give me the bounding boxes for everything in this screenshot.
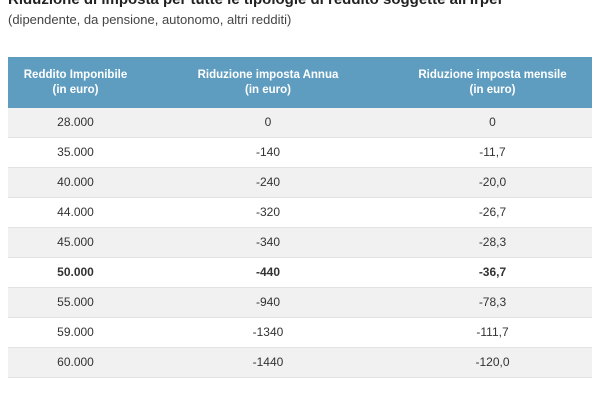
table-cell: 55.000 xyxy=(57,295,94,309)
header-text: (in euro) xyxy=(469,83,516,96)
header-cell: Reddito Imponibile (in euro) xyxy=(8,57,143,108)
title: Riduzione di imposta per tutte le tipolo… xyxy=(8,0,502,8)
table-cell: 0 xyxy=(489,115,496,129)
table-cell: 40.000 xyxy=(57,175,94,189)
table-body: 28.000 0 0 35.000 -140 -11,7 40.000 -240 -20,0 44… xyxy=(8,108,592,378)
header-text: (in euro) xyxy=(52,83,99,96)
table-cell: -11,7 xyxy=(479,145,506,159)
table-cell: -1340 xyxy=(252,325,284,339)
table-cell: -26,7 xyxy=(478,205,507,219)
header-cell: Riduzione imposta Annua (in euro) xyxy=(143,57,393,108)
table-row: 44.000 -320 -26,7 xyxy=(8,198,592,228)
table-cell: 60.000 xyxy=(57,355,94,369)
table-row: 40.000 -240 -20,0 xyxy=(8,168,592,198)
table-cell: 59.000 xyxy=(57,325,94,339)
table-row: 50.000 -440 -36,7 xyxy=(8,258,592,288)
subtitle: (dipendente, da pensione, autonomo, altr… xyxy=(8,12,292,27)
table-row: 60.000 -1440 -120,0 xyxy=(8,348,592,378)
table: Reddito Imponibile (in euro) Riduzione imp… xyxy=(8,57,592,378)
table-cell: -20,0 xyxy=(478,175,507,189)
table-row: 55.000 -940 -78,3 xyxy=(8,288,592,318)
table-cell: -78,3 xyxy=(478,295,507,309)
table-cell: -36,7 xyxy=(478,265,507,279)
table-row: 28.000 0 0 xyxy=(8,108,592,138)
table-row: 35.000 -140 -11,7 xyxy=(8,138,592,168)
table-row: 59.000 -1340 -111,7 xyxy=(8,318,592,348)
table-cell: -28,3 xyxy=(478,235,507,249)
header-text: Riduzione imposta Annua xyxy=(197,68,339,81)
header-text: (in euro) xyxy=(245,83,291,96)
table-cell: 28.000 xyxy=(57,115,94,129)
table-cell: 45.000 xyxy=(57,235,94,249)
table-cell: 44.000 xyxy=(57,205,94,219)
table-row: 45.000 -340 -28,3 xyxy=(8,228,592,258)
table-cell: -320 xyxy=(255,205,281,219)
table-cell: -440 xyxy=(255,265,281,279)
table-cell: 50.000 xyxy=(57,265,94,279)
header-text: Reddito Imponibile xyxy=(23,68,128,81)
table-cell: -140 xyxy=(255,145,281,159)
table-cell: 35.000 xyxy=(57,145,94,159)
table-cell: -1440 xyxy=(252,355,284,369)
header-row: Reddito Imponibile (in euro) Riduzione imp… xyxy=(8,57,592,108)
table-cell: -340 xyxy=(255,235,281,249)
table-cell: 0 xyxy=(264,115,272,129)
header-text: Riduzione imposta mensile xyxy=(418,68,567,81)
header-cell: Riduzione imposta mensile (in euro) xyxy=(393,57,592,108)
table-cell: -240 xyxy=(255,175,281,189)
table-cell: -111,7 xyxy=(476,325,509,339)
table-cell: -120,0 xyxy=(475,355,510,369)
table-cell: -940 xyxy=(255,295,281,309)
